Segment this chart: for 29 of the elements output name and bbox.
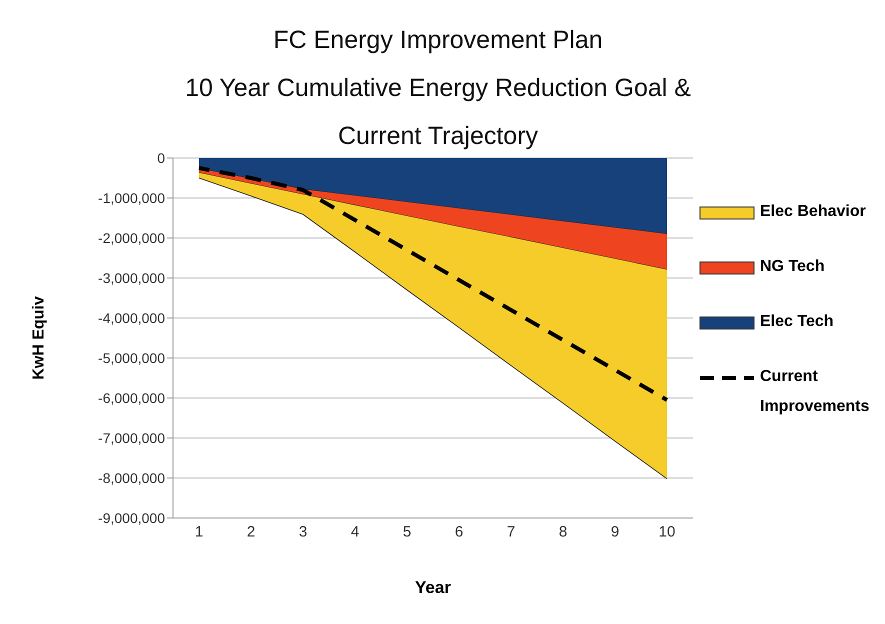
x-tick-label: 6: [454, 524, 464, 541]
x-tick-label: 8: [558, 524, 568, 541]
x-tick-label: 4: [350, 524, 360, 541]
line-series: [197, 166, 669, 402]
y-axis-title: KwH Equiv: [30, 296, 48, 380]
x-tick-label: 10: [658, 524, 676, 541]
x-axis-title: Year: [415, 578, 452, 597]
y-tick-label: -8,000,000: [98, 470, 166, 486]
chart-title: FC Energy Improvement Plan: [272, 25, 604, 56]
legend-label: Elec Tech: [760, 312, 834, 332]
y-tick-label: 0: [157, 150, 166, 166]
x-tick-label: 2: [246, 524, 256, 541]
y-tick-label: -7,000,000: [98, 430, 166, 446]
legend-label: NG Tech: [760, 257, 825, 277]
x-tick-label: 5: [402, 524, 412, 541]
y-tick-label: -6,000,000: [98, 390, 166, 406]
y-tick-label: -1,000,000: [98, 190, 166, 206]
x-tick-label: 1: [194, 524, 204, 541]
chart-subtitle: 10 Year Cumulative Energy Reduction Goal & Current Trajectory: [185, 74, 691, 150]
y-tick-label: -2,000,000: [98, 230, 166, 246]
x-tick-label: 3: [298, 524, 308, 541]
y-tick-label: -9,000,000: [98, 510, 166, 526]
y-tick-label: -3,000,000: [98, 270, 166, 286]
x-tick-label: 9: [610, 524, 620, 541]
y-tick-label: -5,000,000: [98, 350, 166, 366]
legend-label: Elec Behavior: [760, 202, 866, 222]
legend-label: Current Improvements: [760, 367, 870, 417]
x-tick-label: 7: [506, 524, 516, 541]
y-tick-label: -4,000,000: [98, 310, 166, 326]
